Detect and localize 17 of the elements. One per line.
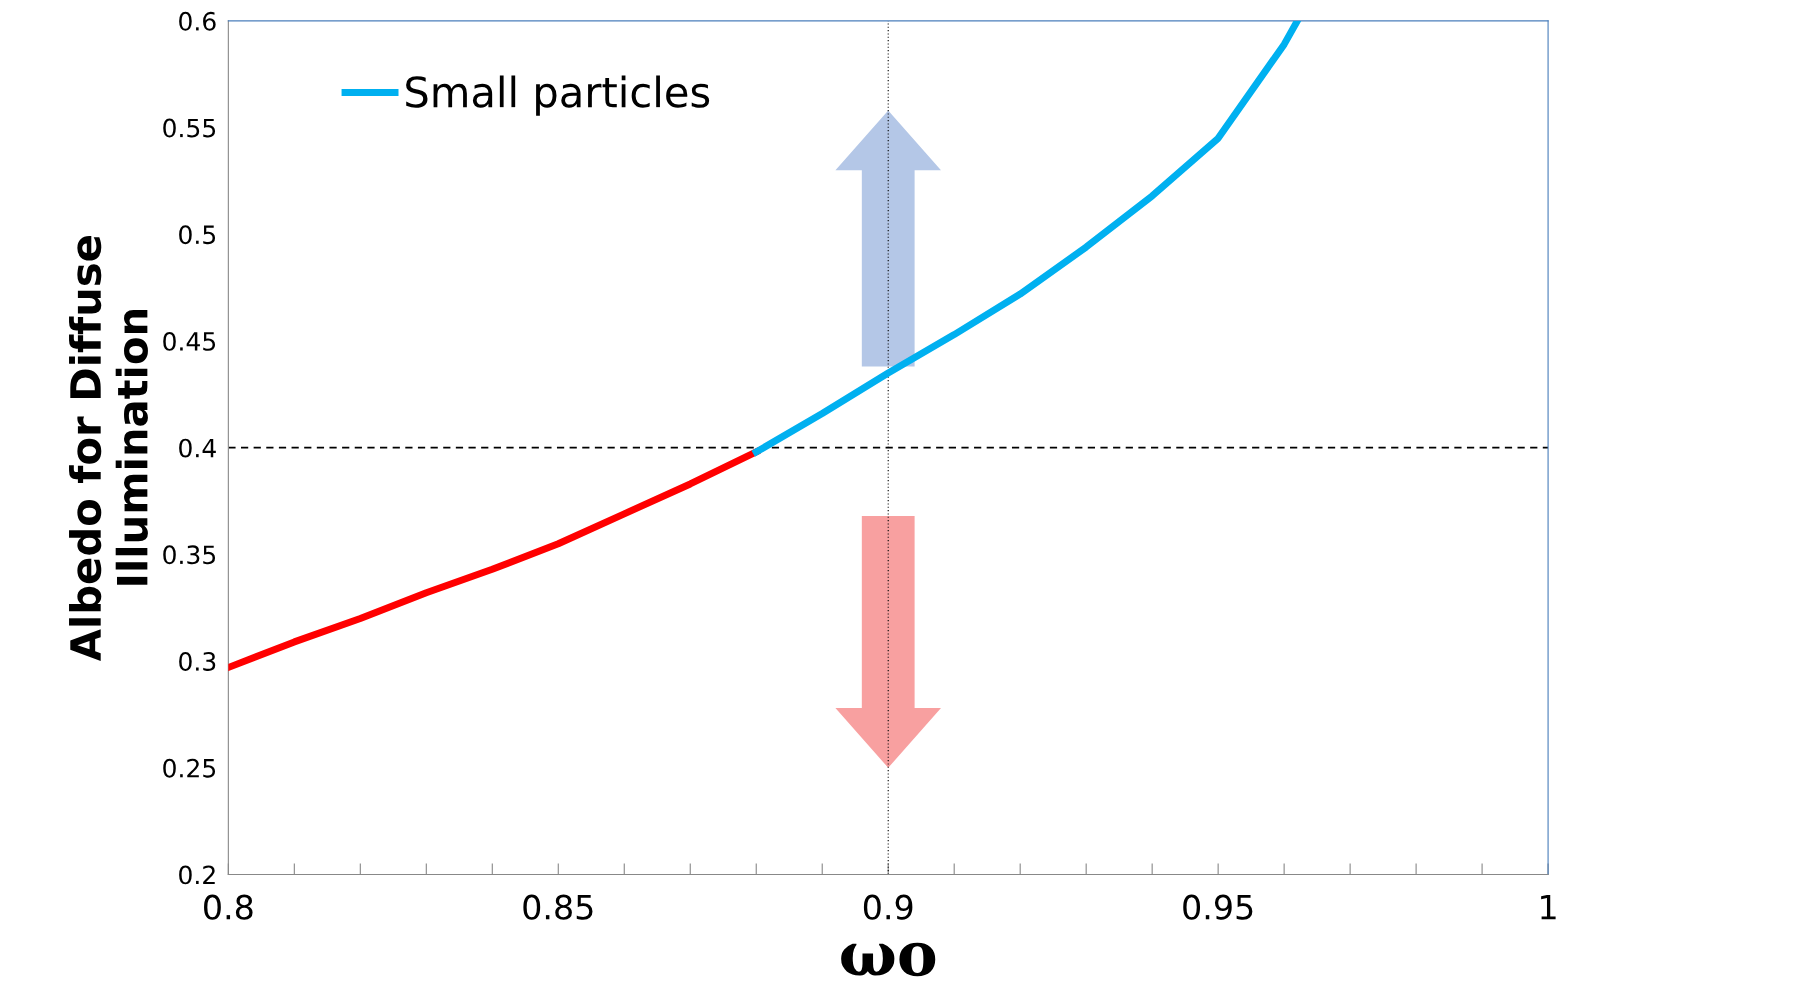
y-tick-label: 0.45 xyxy=(163,331,216,351)
y-tick-label: 0.4 xyxy=(179,438,216,458)
y-tick-label: 0.2 xyxy=(179,865,215,885)
y-tick-label: 0.6 xyxy=(179,11,216,31)
y-tick-label: 0.35 xyxy=(163,545,216,565)
x-tick-label: 1 xyxy=(1541,894,1556,920)
y-tick-label: 0.5 xyxy=(179,225,216,245)
y-tick-label: 0.25 xyxy=(163,758,216,778)
x-axis-title: ωo xyxy=(841,942,936,977)
y-tick-label: 0.3 xyxy=(179,652,216,671)
legend-label: Small particles xyxy=(406,75,710,116)
x-tick-label: 0.9 xyxy=(863,894,913,920)
x-tick-label: 0.8 xyxy=(204,894,253,920)
x-tick-label: 0.85 xyxy=(523,894,593,920)
y-axis-title: Albedo for Diffuse Illumination xyxy=(69,236,148,662)
y-tick-label: 0.55 xyxy=(163,118,216,138)
x-tick-label: 0.95 xyxy=(1183,894,1253,920)
